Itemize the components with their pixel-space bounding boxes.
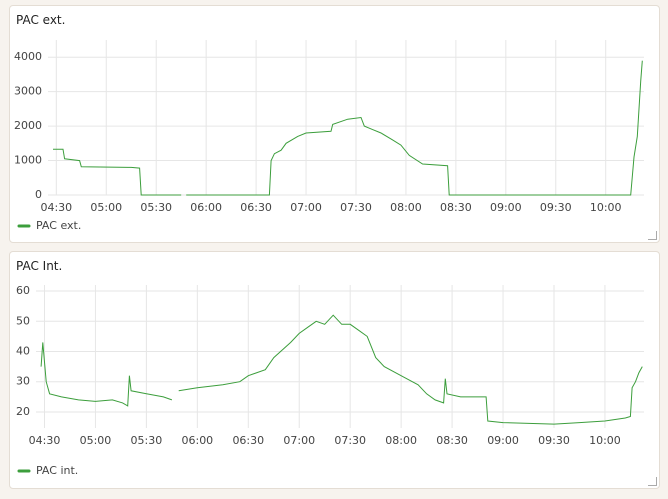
resize-handle[interactable]	[648, 477, 657, 486]
y-tick-label: 30	[16, 375, 30, 388]
x-tick-label: 08:30	[436, 434, 468, 447]
y-tick-label: 60	[16, 284, 30, 297]
x-tick-label: 07:00	[283, 434, 315, 447]
x-tick-label: 06:30	[232, 434, 264, 447]
y-tick-label: 1000	[14, 154, 42, 167]
x-tick-label: 04:30	[29, 434, 61, 447]
y-tick-label: 3000	[14, 85, 42, 98]
x-tick-label: 08:00	[390, 201, 422, 214]
y-tick-label: 40	[16, 345, 30, 358]
y-tick-label: 4000	[14, 50, 42, 63]
x-tick-label: 05:30	[140, 201, 172, 214]
x-tick-label: 09:00	[490, 201, 522, 214]
y-tick-label: 2000	[14, 119, 42, 132]
x-tick-label: 08:00	[385, 434, 417, 447]
legend-label: PAC ext.	[36, 219, 81, 232]
legend-label: PAC int.	[36, 464, 78, 477]
x-tick-label: 05:00	[90, 201, 122, 214]
x-tick-label: 05:30	[131, 434, 163, 447]
x-tick-label: 09:30	[540, 201, 572, 214]
x-tick-label: 06:00	[190, 201, 222, 214]
resize-handle[interactable]	[648, 231, 657, 240]
x-tick-label: 10:00	[590, 201, 622, 214]
x-tick-label: 06:00	[181, 434, 213, 447]
x-tick-label: 10:00	[589, 434, 621, 447]
panel-title: PAC Int.	[16, 259, 63, 273]
y-tick-label: 20	[16, 405, 30, 418]
x-tick-label: 04:30	[40, 201, 72, 214]
line	[40, 314, 643, 425]
y-tick-label: 0	[35, 188, 42, 201]
x-tick-label: 06:30	[240, 201, 272, 214]
x-tick-label: 09:30	[538, 434, 570, 447]
panel-title: PAC ext.	[16, 13, 66, 27]
line	[53, 60, 643, 196]
x-tick-label: 07:30	[334, 434, 366, 447]
x-tick-label: 08:30	[440, 201, 472, 214]
x-tick-label: 07:00	[290, 201, 322, 214]
x-tick-label: 05:00	[80, 434, 112, 447]
x-tick-label: 09:00	[487, 434, 519, 447]
x-tick-label: 07:30	[340, 201, 372, 214]
y-tick-label: 50	[16, 314, 30, 327]
